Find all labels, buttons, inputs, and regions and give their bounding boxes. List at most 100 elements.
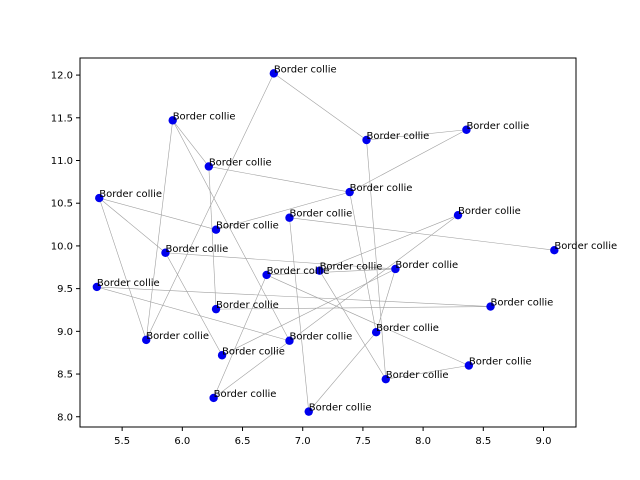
data-point-marker (362, 135, 371, 145)
connection-line (165, 252, 223, 356)
connection-line (308, 331, 377, 412)
data-point-marker (217, 351, 227, 360)
data-point-label: Border collie (289, 332, 352, 343)
y-tick-label: 12.0 (51, 71, 73, 82)
data-point-marker (211, 225, 221, 234)
connection-line (208, 166, 217, 310)
connection-line (165, 252, 396, 270)
data-point-label: Border collie (491, 298, 554, 309)
data-point-label: Border collie (309, 403, 372, 414)
data-point-label: Border collie (386, 370, 449, 381)
y-tick-label: 11.5 (51, 113, 73, 124)
x-axis: 5.5 6.0 6.5 7.0 7.5 8.0 8.5 9.0 (114, 427, 551, 447)
y-axis: 8.0 8.5 9.0 9.5 10.0 10.5 11.0 11.5 12.0 (51, 71, 80, 423)
connection-line (266, 274, 469, 366)
connection-line (366, 129, 467, 141)
data-point-label: Border collie (350, 183, 413, 194)
connection-line (385, 365, 469, 380)
data-point-label: Border collie (173, 111, 236, 122)
data-point-label: Border collie (214, 389, 277, 400)
x-tick-label: 7.5 (355, 436, 371, 447)
connection-line (289, 217, 310, 412)
connection-line (145, 120, 173, 340)
data-point-marker (453, 210, 463, 220)
data-point-label: Border collie (469, 357, 532, 368)
data-point-label: Border collie (216, 221, 279, 232)
data-point-marker (168, 116, 177, 125)
y-tick-label: 9.0 (57, 327, 73, 338)
x-tick-label: 8.0 (415, 436, 431, 447)
data-point-label: Border collie (367, 131, 430, 142)
connection-lines (96, 73, 555, 412)
data-point-marker (486, 302, 495, 311)
data-point-marker (315, 266, 324, 275)
data-point-marker (371, 327, 381, 337)
x-tick-label: 9.0 (536, 436, 552, 447)
data-point-label: Border collie (216, 300, 279, 311)
data-point-label: Border collie (289, 209, 352, 220)
data-point-marker (95, 193, 104, 203)
data-point-marker (262, 270, 271, 280)
x-tick-label: 7.0 (295, 436, 311, 447)
connection-line (319, 214, 459, 271)
connection-line (98, 197, 147, 340)
connection-line (99, 197, 166, 253)
connection-line (349, 192, 377, 333)
x-tick-label: 6.5 (235, 436, 251, 447)
x-tick-label: 5.5 (114, 436, 130, 447)
connection-line (273, 73, 367, 141)
y-tick-label: 11.0 (51, 156, 73, 167)
data-point-marker (204, 162, 214, 171)
data-point-label: Border collie (395, 260, 458, 271)
data-point-marker (464, 361, 474, 370)
data-point-marker (285, 213, 294, 222)
point-labels: Border collie Border collie Border collie B… (97, 64, 617, 413)
data-point-marker (345, 187, 354, 197)
connection-line (96, 286, 290, 342)
connection-line (319, 270, 387, 380)
data-point-marker (391, 264, 400, 274)
connection-line (99, 197, 217, 230)
data-point-marker (209, 393, 218, 403)
data-point-label: Border collie (222, 346, 285, 357)
data-point-marker (161, 248, 170, 257)
data-point-label: Border collie (165, 244, 228, 255)
y-tick-label: 10.5 (51, 199, 73, 210)
x-tick-label: 6.0 (174, 436, 190, 447)
connection-line (172, 120, 290, 341)
y-tick-label: 9.5 (57, 284, 73, 295)
data-point-label: Border collie (146, 331, 209, 342)
data-point-marker (381, 374, 390, 384)
connection-line (213, 274, 267, 399)
data-point-marker (142, 335, 151, 345)
data-point-label: Border collie (554, 241, 617, 252)
data-point-label: Border collie (458, 206, 521, 217)
connection-line (208, 166, 350, 193)
data-point-label: Border collie (376, 323, 439, 334)
connection-line (145, 73, 275, 341)
plot-frame (79, 57, 577, 428)
connection-line (96, 286, 491, 307)
data-point-marker (304, 407, 313, 416)
data-point-marker (285, 336, 294, 345)
data-point-label: Border collie (267, 266, 330, 277)
x-tick-label: 8.5 (475, 436, 491, 447)
data-points (92, 69, 559, 416)
data-point-label: Border collie (99, 189, 162, 200)
data-point-marker (269, 69, 279, 78)
connection-line (266, 268, 396, 276)
data-point-marker (92, 282, 102, 292)
data-point-label: Border collie (97, 278, 160, 289)
y-tick-label: 8.0 (57, 412, 73, 423)
connection-line (213, 214, 459, 399)
connection-line (216, 306, 491, 310)
connection-line (349, 129, 467, 193)
connection-line (375, 268, 396, 333)
y-tick-label: 8.5 (57, 370, 73, 381)
data-point-label: Border collie (209, 157, 272, 168)
data-point-label: Border collie (274, 64, 337, 75)
y-tick-label: 10.0 (51, 241, 73, 252)
connection-line (172, 120, 210, 167)
